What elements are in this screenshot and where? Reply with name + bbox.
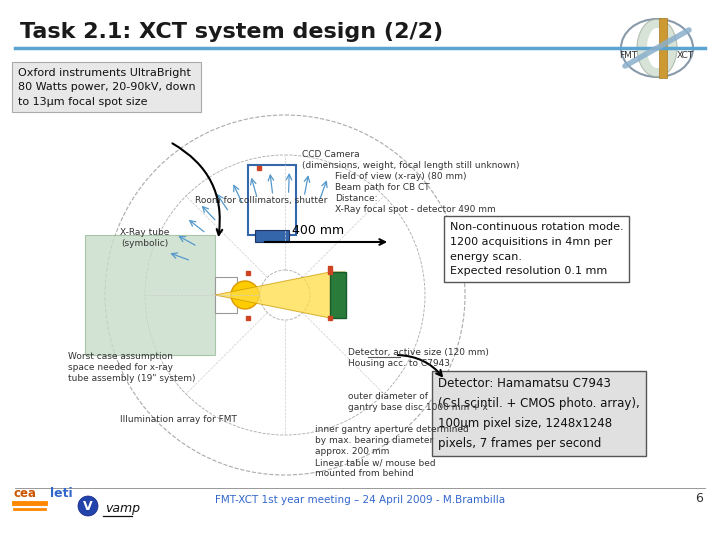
Text: Worst case assumption
space needed for x-ray
tube assembly (19" system): Worst case assumption space needed for x…: [68, 352, 196, 383]
Text: FMT-XCT 1st year meeting – 24 April 2009 - M.Brambilla: FMT-XCT 1st year meeting – 24 April 2009…: [215, 495, 505, 505]
Text: XCT: XCT: [677, 51, 694, 60]
Text: V: V: [84, 500, 93, 512]
Text: 400 mm: 400 mm: [292, 224, 344, 237]
Text: Oxford instruments UltraBright
80 Watts power, 20-90kV, down
to 13μm focal spot : Oxford instruments UltraBright 80 Watts …: [18, 68, 196, 107]
Bar: [215, 277, 237, 313]
Text: leti: leti: [50, 487, 73, 500]
Text: inner gantry aperture determined
by max. bearing diameter
approx. 200 mm
Linear : inner gantry aperture determined by max.…: [315, 425, 469, 478]
Text: FMT: FMT: [619, 51, 637, 60]
Bar: [248, 165, 296, 235]
Text: Illumination array for FMT: Illumination array for FMT: [120, 415, 237, 424]
Text: cea: cea: [14, 487, 37, 500]
Text: X-Ray tube
(symbolic): X-Ray tube (symbolic): [120, 228, 170, 248]
Text: outer diameter of
gantry base disc 1000 mm + x: outer diameter of gantry base disc 1000 …: [348, 392, 488, 412]
Text: Room for collimators, shutter: Room for collimators, shutter: [195, 196, 328, 205]
Text: Non-continuous rotation mode.
1200 acquisitions in 4mn per
energy scan.
Expected: Non-continuous rotation mode. 1200 acqui…: [450, 222, 624, 276]
Ellipse shape: [647, 28, 667, 68]
Text: CCD Camera
(dimensions, weight, focal length still unknown): CCD Camera (dimensions, weight, focal le…: [302, 150, 520, 170]
Text: Detector: Hamamatsu C7943
(CsI scintil. + CMOS photo. array),
100μm pixel size, : Detector: Hamamatsu C7943 (CsI scintil. …: [438, 377, 640, 450]
Text: Task 2.1: XCT system design (2/2): Task 2.1: XCT system design (2/2): [20, 22, 443, 42]
Bar: [85, 235, 215, 355]
Text: vamp: vamp: [105, 502, 140, 515]
Text: Field of view (x-ray) (80 mm): Field of view (x-ray) (80 mm): [335, 172, 467, 181]
Bar: [255, 230, 289, 242]
Text: Beam path for CB CT
Distance:
X-Ray focal spot - detector 490 mm: Beam path for CB CT Distance: X-Ray foca…: [335, 183, 496, 214]
Circle shape: [78, 496, 98, 516]
Text: Detector, active size (120 mm)
Housing acc. to C7943: Detector, active size (120 mm) Housing a…: [348, 348, 489, 368]
Text: 6: 6: [695, 492, 703, 505]
Circle shape: [231, 281, 259, 309]
Ellipse shape: [637, 19, 677, 77]
Bar: [330, 272, 346, 318]
Polygon shape: [215, 272, 345, 318]
Bar: [659, 18, 667, 78]
